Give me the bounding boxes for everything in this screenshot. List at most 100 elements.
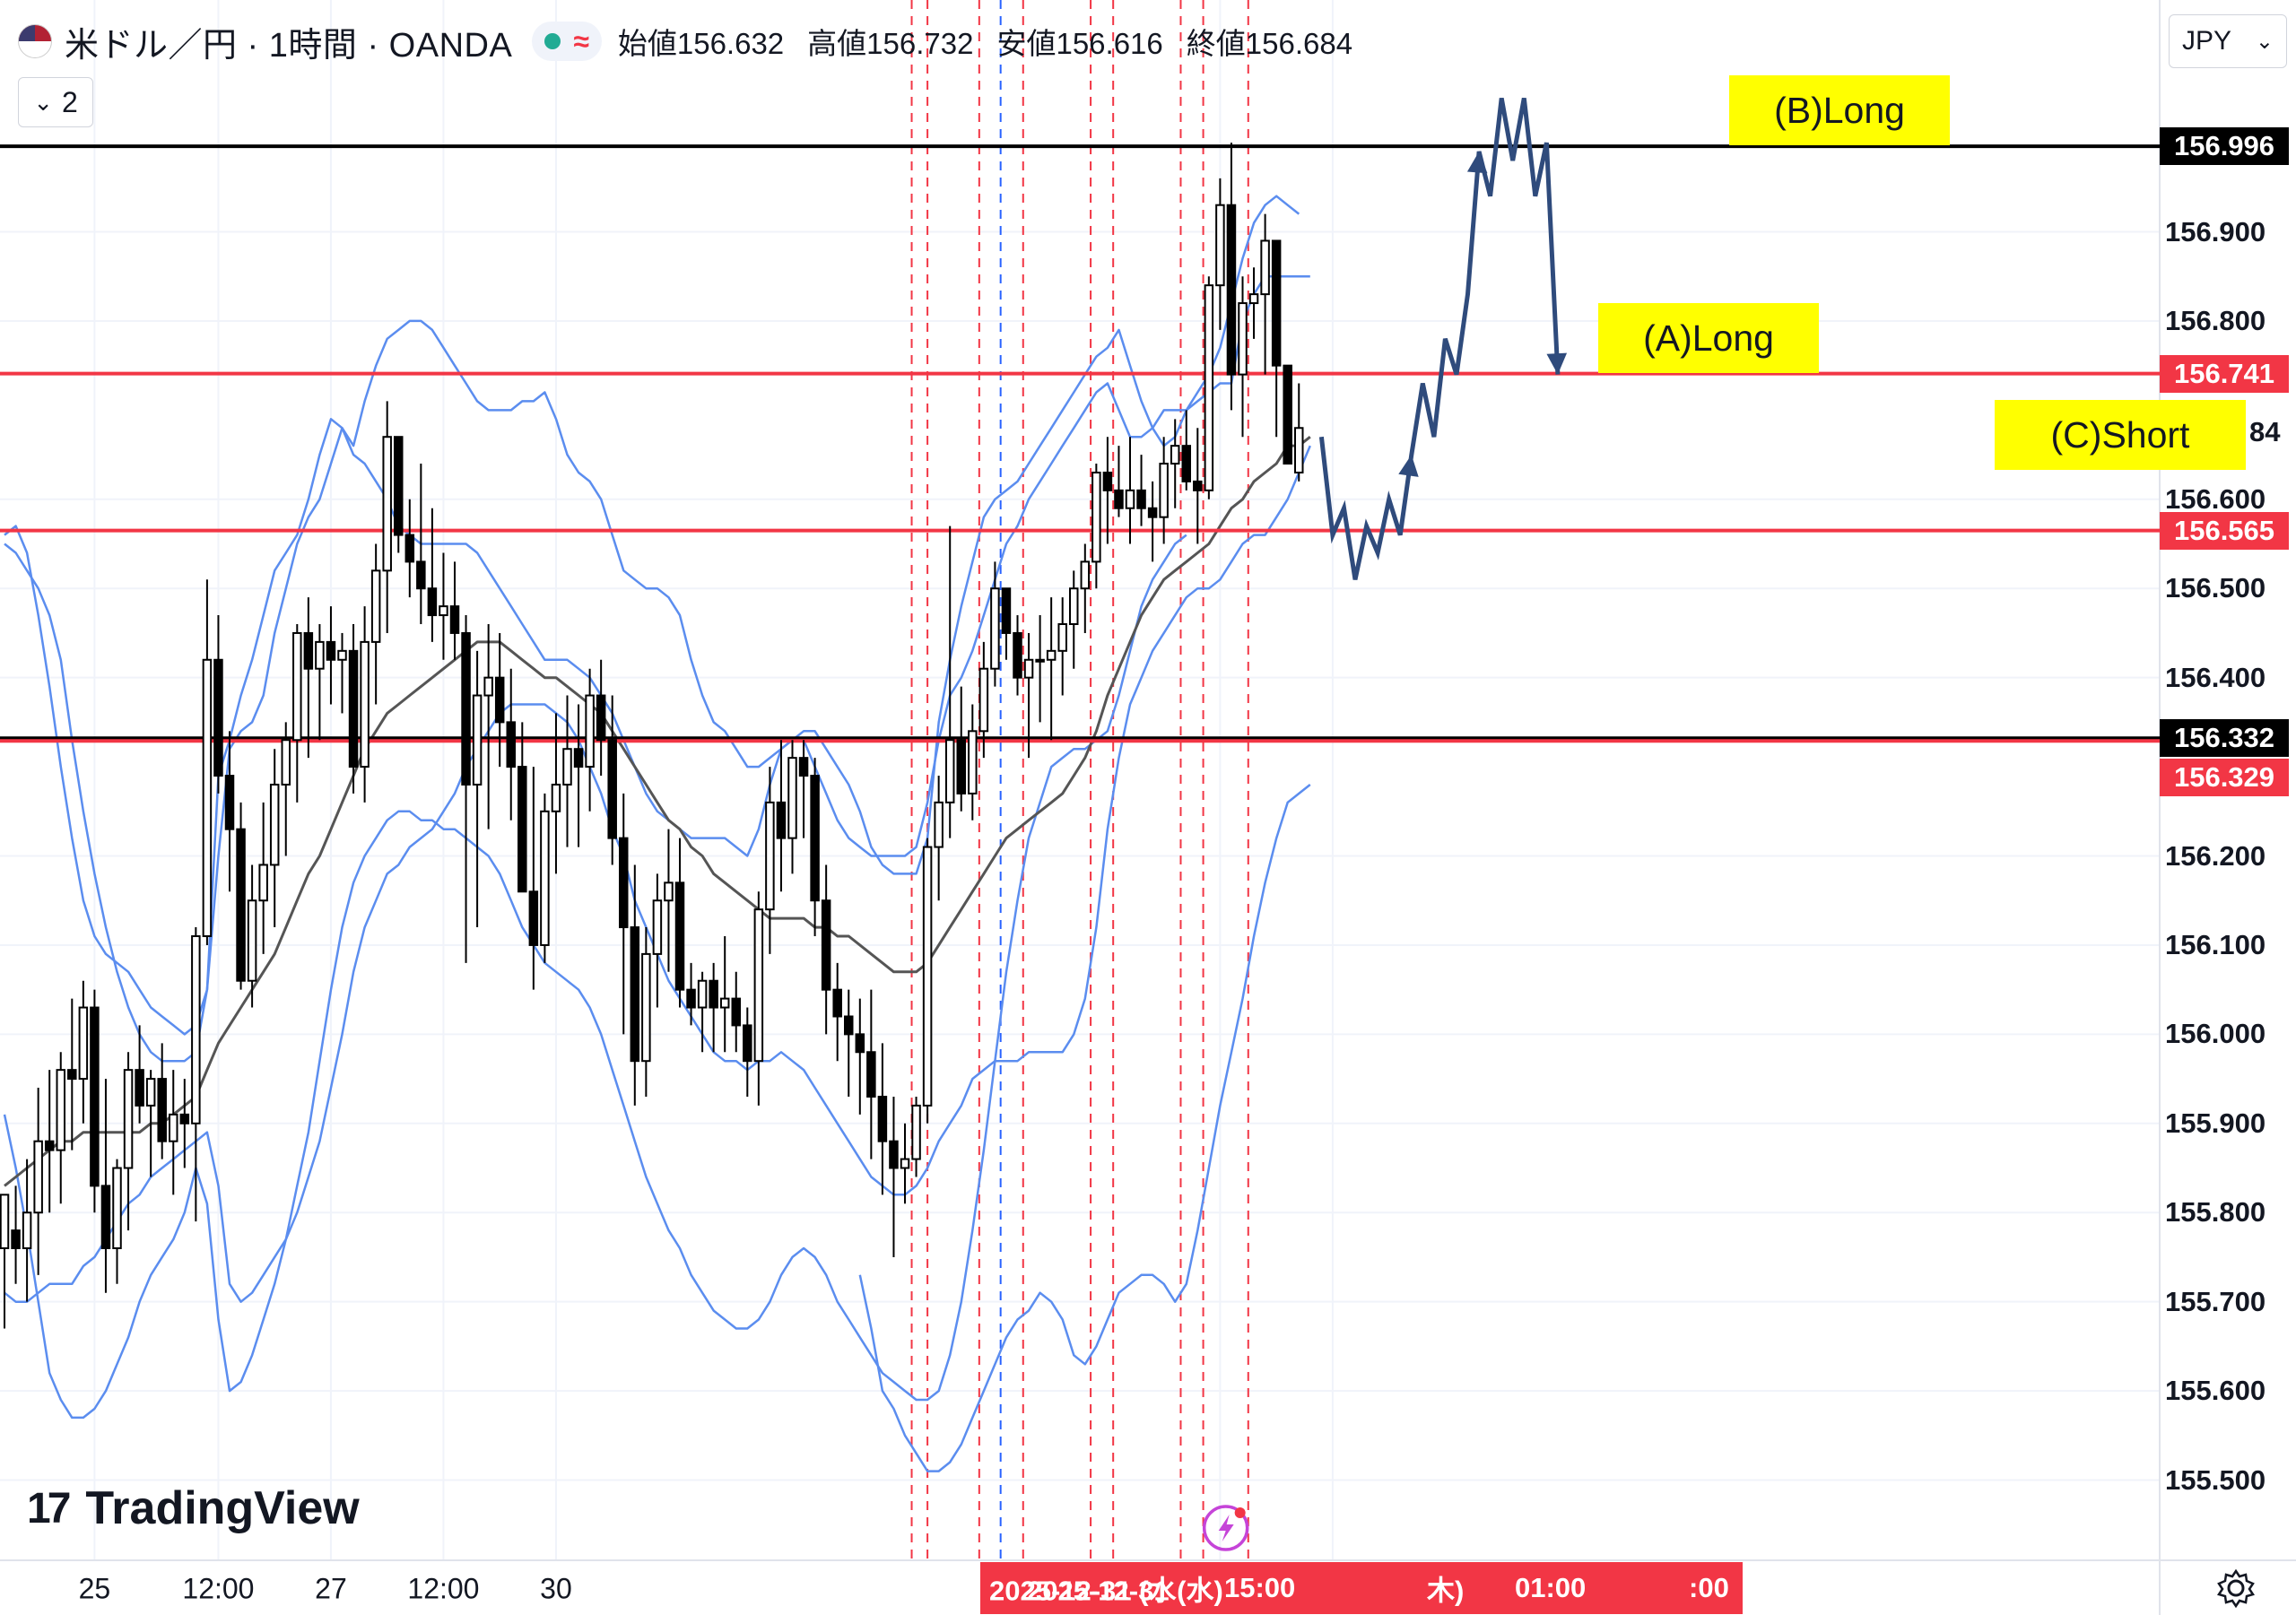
watermark-text: TradingView <box>85 1482 360 1534</box>
price-tick-label: 155.800 <box>2165 1196 2266 1229</box>
bollinger-band-2sigma-lower <box>3 534 1187 1420</box>
candle-up <box>258 864 268 902</box>
candle-up <box>1069 587 1079 626</box>
alert-lightning-icon <box>1202 1505 1249 1551</box>
candle-up <box>922 846 933 1107</box>
candle-down <box>213 658 223 777</box>
price-tick-label: 156.600 <box>2165 482 2266 515</box>
candle-down <box>1271 239 1282 367</box>
candle-down <box>889 1140 899 1169</box>
candle-down <box>449 605 460 634</box>
candle-up <box>562 748 572 786</box>
candle-down <box>1001 587 1012 634</box>
candle-up <box>990 587 1000 670</box>
ohlc-high: 高値156.732 <box>807 27 974 60</box>
candle-down <box>877 1095 888 1142</box>
candle-down <box>135 1069 144 1107</box>
lightning-bolt-icon <box>1218 1515 1234 1541</box>
candle-up <box>269 783 280 866</box>
candle-up <box>1159 463 1169 518</box>
settings-gear-icon[interactable] <box>2215 1567 2257 1609</box>
candle-up <box>765 801 775 911</box>
candle-down <box>494 676 505 724</box>
candle-up <box>292 631 302 742</box>
candle-up <box>540 810 550 946</box>
candle-up <box>551 783 561 812</box>
chart-header: 米ドル／円 · 1時間 · OANDA ≈ 始値156.632 高値156.73… <box>18 13 1376 70</box>
candle-down <box>1136 489 1146 509</box>
candle-down <box>427 587 438 617</box>
candle-down <box>832 988 842 1018</box>
candle-down <box>506 721 516 768</box>
candle-down <box>1193 480 1203 491</box>
annotation-label[interactable]: (A)Long <box>1598 303 1819 373</box>
candle-up <box>0 1194 10 1250</box>
price-tick-label: 155.900 <box>2165 1107 2266 1139</box>
candle-up <box>968 730 978 794</box>
candle-down <box>348 649 359 768</box>
candle-down <box>1181 445 1191 482</box>
annotation-label[interactable]: (C)Short <box>1995 400 2246 470</box>
time-tick-label: 30 <box>540 1572 572 1605</box>
candle-down <box>90 1006 100 1187</box>
candle-down <box>1147 507 1158 518</box>
ohlc-close: 終値156.684 <box>1186 27 1353 60</box>
ohlc-low: 安値156.616 <box>996 27 1163 60</box>
candle-down <box>1114 489 1124 509</box>
time-tick-label: 12:00 <box>182 1572 255 1605</box>
candle-up <box>697 979 708 1009</box>
candle-down <box>674 881 685 991</box>
candle-up <box>472 694 483 786</box>
time-tick-label: 25 <box>78 1572 111 1605</box>
price-tick-label: 155.700 <box>2165 1285 2266 1317</box>
candle-up <box>145 1078 156 1107</box>
candle-down <box>743 1024 752 1063</box>
candle-up <box>360 640 370 768</box>
candle-up <box>641 952 651 1063</box>
price-tick-label: 156.400 <box>2165 661 2266 693</box>
candle-up <box>315 640 325 670</box>
candle-up <box>191 935 201 1124</box>
candle-down <box>573 748 584 768</box>
candle-down <box>11 1229 21 1249</box>
candle-down <box>44 1140 55 1151</box>
candle-down <box>776 801 787 839</box>
price-line-badge: 156.329 <box>2160 759 2289 797</box>
price-tick-label: 156.800 <box>2165 304 2266 336</box>
candle-down <box>1283 364 1292 465</box>
currency-select[interactable]: JPY ⌄ <box>2169 14 2287 68</box>
candle-up <box>1091 471 1101 563</box>
candle-down <box>798 757 809 777</box>
projection-arrowhead <box>1546 352 1568 375</box>
candle-up <box>1215 204 1225 287</box>
price-line-badge: 156.332 <box>2160 719 2289 758</box>
candle-up <box>1035 658 1045 663</box>
candle-down <box>179 1113 190 1124</box>
time-tick-label: 27 <box>315 1572 347 1605</box>
candle-down <box>821 899 831 991</box>
candle-up <box>900 1158 910 1169</box>
candle-down <box>236 828 246 982</box>
annotation-label[interactable]: (B)Long <box>1729 75 1950 145</box>
candle-up <box>1057 623 1067 652</box>
candle-down <box>517 766 527 893</box>
candle-down <box>596 694 606 742</box>
candle-up <box>78 1006 89 1081</box>
candle-down <box>630 926 640 1063</box>
candle-down <box>1226 204 1237 376</box>
bollinger-band-1sigma-upper <box>4 274 1310 1063</box>
candle-down <box>1013 631 1022 679</box>
status-pill[interactable]: ≈ <box>532 22 602 61</box>
symbol-title[interactable]: 米ドル／円 · 1時間 · OANDA <box>65 26 513 65</box>
currency-label: JPY <box>2182 26 2232 56</box>
candle-up <box>56 1069 65 1151</box>
candle-up <box>1238 302 1248 376</box>
candle-up <box>944 739 955 803</box>
time-badge-label: 木) <box>1427 1575 1465 1607</box>
candle-down <box>404 534 415 563</box>
candle-down <box>731 997 741 1027</box>
us-flag-icon <box>18 24 52 58</box>
indicators-collapse-button[interactable]: ⌄ 2 <box>18 77 93 127</box>
candle-up <box>1023 658 1034 679</box>
